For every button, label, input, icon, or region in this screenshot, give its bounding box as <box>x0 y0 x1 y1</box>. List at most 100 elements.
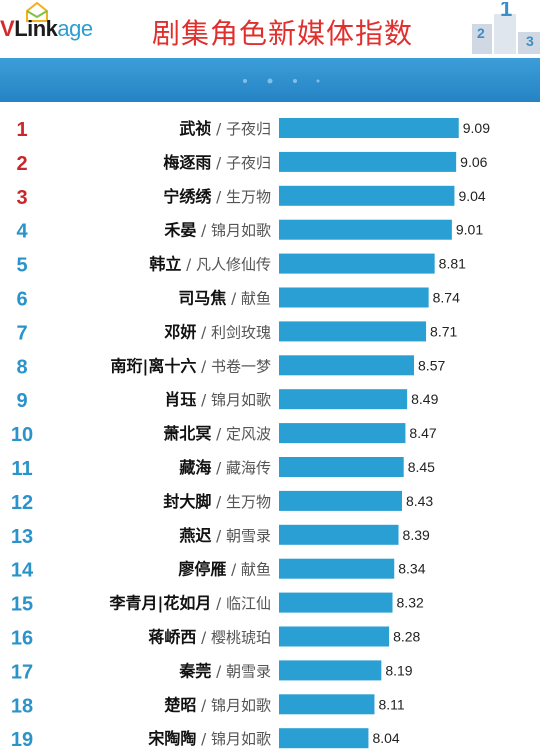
character-name: 梅逐雨 <box>163 153 211 172</box>
bar <box>279 287 429 308</box>
row-label: 宁绣绣 / 生万物 <box>163 187 271 206</box>
drama-name: 临江仙 <box>226 595 271 613</box>
logo-envelope-icon <box>26 2 48 22</box>
value-label: 8.49 <box>411 391 438 407</box>
rank-number: 15 <box>11 594 33 616</box>
character-name: 藏海 <box>179 458 211 477</box>
label-separator: / <box>211 527 226 545</box>
label-separator: / <box>211 459 226 477</box>
row-label: 梅逐雨 / 子夜归 <box>163 153 271 172</box>
bar <box>279 219 452 240</box>
value-label: 8.28 <box>393 629 420 645</box>
character-name: 韩立 <box>149 255 181 274</box>
value-label: 9.09 <box>463 120 490 136</box>
character-name: 禾晏 <box>164 221 196 240</box>
drama-name: 藏海传 <box>226 459 271 477</box>
row-label: 廖停雁 / 献鱼 <box>178 560 271 579</box>
value-label: 8.57 <box>418 357 445 373</box>
drama-name: 锦月如歌 <box>211 391 271 409</box>
bar <box>279 118 459 138</box>
drama-name: 子夜归 <box>226 120 271 138</box>
value-label: 8.74 <box>433 290 460 306</box>
svg-text:2: 2 <box>477 25 485 41</box>
rank-number: 13 <box>11 526 33 548</box>
rank-number: 5 <box>16 255 27 277</box>
character-name: 司马焦 <box>178 289 226 308</box>
drama-name: 献鱼 <box>241 290 271 308</box>
value-label: 8.19 <box>385 662 412 678</box>
label-separator: / <box>196 357 211 375</box>
rank-number: 6 <box>16 289 27 311</box>
row-label: 藏海 / 藏海传 <box>179 458 271 477</box>
rank-number: 18 <box>11 695 33 717</box>
label-separator: / <box>211 425 226 443</box>
row-label: 南珩|离十六 / 书卷一梦 <box>111 356 271 376</box>
drama-name: 锦月如歌 <box>211 696 271 714</box>
row-label: 韩立 / 凡人修仙传 <box>149 255 271 274</box>
drama-name: 生万物 <box>226 188 271 206</box>
label-separator: / <box>211 154 226 172</box>
character-name: 武祯 <box>179 119 211 138</box>
rank-number: 4 <box>16 221 28 243</box>
logo: VLinkage <box>0 16 93 42</box>
value-label: 8.45 <box>408 459 435 475</box>
drama-name: 樱桃琥珀 <box>211 629 271 647</box>
podium-icon: 2 1 3 <box>472 2 540 54</box>
rank-number: 7 <box>16 322 27 344</box>
row-label: 禾晏 / 锦月如歌 <box>164 221 271 240</box>
value-label: 8.43 <box>406 493 433 509</box>
character-name: 萧北冥 <box>163 424 211 443</box>
label-separator: / <box>181 256 196 274</box>
bar <box>279 694 375 715</box>
row-label: 邓妍 / 利剑玫瑰 <box>164 322 271 341</box>
ranking-bar-chart: 1 武祯 / 子夜归 9.09 2 梅逐雨 / 子夜归 9.06 3 宁绣绣 / 生万物 9.0… <box>11 118 490 751</box>
drama-name: 锦月如歌 <box>211 222 271 240</box>
rank-number: 1 <box>16 119 27 141</box>
value-label: 8.81 <box>439 256 466 272</box>
row-label: 武祯 / 子夜归 <box>179 119 271 138</box>
rank-number: 17 <box>11 661 33 683</box>
label-separator: / <box>196 391 211 409</box>
character-name: 李青月|花如月 <box>109 594 212 614</box>
row-label: 萧北冥 / 定风波 <box>163 424 271 443</box>
value-label: 8.34 <box>398 561 425 577</box>
label-separator: / <box>211 120 226 138</box>
drama-name: 子夜归 <box>226 154 271 172</box>
row-label: 李青月|花如月 / 临江仙 <box>109 594 271 614</box>
rank-number: 14 <box>11 560 34 582</box>
bar <box>279 626 390 647</box>
character-name: 宁绣绣 <box>163 187 212 206</box>
rank-number: 2 <box>16 153 27 175</box>
character-name: 秦莞 <box>178 661 211 680</box>
drama-name: 献鱼 <box>241 561 271 579</box>
drama-name: 定风波 <box>226 425 271 443</box>
label-separator: / <box>211 662 226 680</box>
row-label: 楚昭 / 锦月如歌 <box>164 695 271 714</box>
bar <box>279 355 415 376</box>
logo-link: Link <box>14 16 58 41</box>
drama-name: 生万物 <box>226 493 271 511</box>
bar <box>279 728 369 749</box>
value-label: 8.32 <box>397 595 424 611</box>
rank-number: 12 <box>11 492 33 514</box>
rank-number: 8 <box>16 356 27 378</box>
label-separator: / <box>196 629 211 647</box>
value-label: 8.39 <box>403 527 430 543</box>
rank-number: 16 <box>11 628 33 650</box>
label-separator: / <box>196 323 211 341</box>
drama-name: 书卷一梦 <box>211 357 271 375</box>
header-band <box>0 58 540 102</box>
value-label: 8.71 <box>430 323 457 339</box>
drama-name: 利剑玫瑰 <box>211 323 271 341</box>
label-separator: / <box>226 290 241 308</box>
rank-number: 19 <box>11 729 33 751</box>
character-name: 邓妍 <box>164 322 196 341</box>
bar <box>279 558 395 579</box>
character-name: 肖珏 <box>164 390 196 409</box>
row-label: 宋陶陶 / 锦月如歌 <box>147 729 271 748</box>
drama-name: 朝雪录 <box>226 662 271 680</box>
character-name: 廖停雁 <box>178 560 226 579</box>
label-separator: / <box>211 493 226 511</box>
rank-number: 9 <box>16 390 27 412</box>
character-name: 宋陶陶 <box>147 729 196 748</box>
